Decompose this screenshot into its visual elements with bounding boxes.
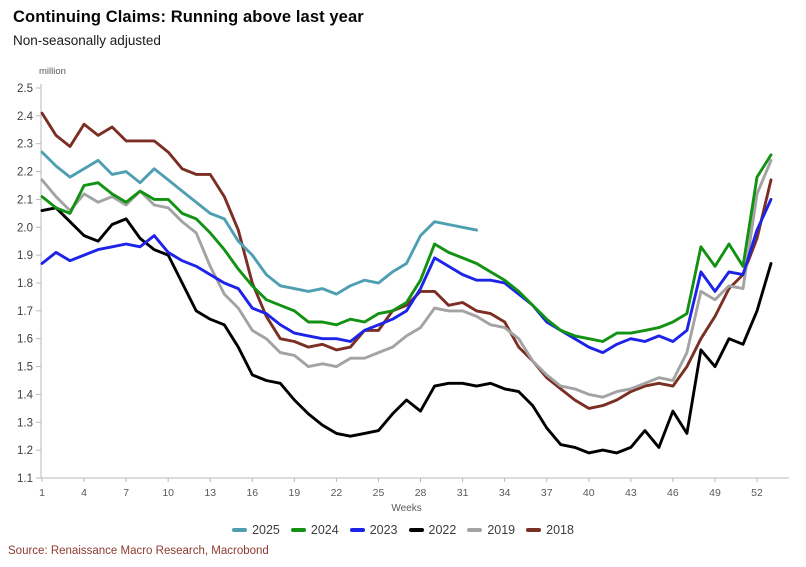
legend-swatch-2024 [290, 528, 306, 532]
y-axis-unit-label: million [39, 66, 66, 77]
legend-item-2019: 2019 [467, 523, 515, 537]
legend-item-2022: 2022 [408, 523, 457, 537]
y-tick-label: 2.4 [17, 111, 34, 123]
x-tick-label: 10 [162, 487, 174, 499]
series-line-2024 [40, 153, 773, 343]
y-tick-label: 1.8 [17, 278, 33, 290]
y-tick-label: 1.1 [17, 473, 33, 485]
x-tick-label: 25 [373, 487, 385, 499]
series-line-2023 [40, 197, 773, 355]
y-tick-label: 1.6 [17, 334, 33, 346]
x-tick-label: 22 [331, 487, 343, 499]
x-tick-label: 28 [415, 487, 427, 499]
x-tick-label: 34 [499, 487, 511, 499]
y-tick-label: 1.2 [17, 445, 33, 457]
x-axis-label: Weeks [391, 503, 421, 514]
y-tick-label: 2.1 [17, 194, 33, 206]
x-tick-label: 4 [81, 487, 87, 499]
legend-item-2023: 2023 [349, 523, 398, 537]
chart-legend: 2025 2024 2023 2022 2019 2018 [0, 523, 806, 537]
legend-swatch-2023 [349, 528, 365, 532]
legend-swatch-2025 [232, 528, 248, 532]
x-tick-label: 19 [289, 487, 301, 499]
x-tick-label: 49 [709, 487, 721, 499]
x-tick-label: 16 [246, 487, 258, 499]
page-title: Continuing Claims: Running above last ye… [13, 8, 364, 26]
legend-label-2023: 2023 [369, 523, 398, 537]
x-tick-label: 13 [204, 487, 216, 499]
y-tick-label: 1.4 [17, 389, 34, 401]
y-tick-label: 1.7 [17, 306, 33, 318]
series-line-2025 [40, 150, 479, 296]
legend-item-2025: 2025 [232, 523, 280, 537]
series-line-2018 [40, 111, 773, 410]
x-tick-label: 7 [123, 487, 129, 499]
legend-label-2022: 2022 [428, 523, 457, 537]
x-tick-label: 52 [751, 487, 763, 499]
series-line-2022 [40, 206, 773, 455]
legend-item-2024: 2024 [290, 523, 339, 537]
legend-swatch-2022 [408, 528, 424, 532]
legend-label-2024: 2024 [310, 523, 339, 537]
x-tick-label: 1 [39, 487, 45, 499]
legend-label-2019: 2019 [487, 523, 516, 537]
legend-item-2018: 2018 [526, 523, 574, 537]
y-tick-label: 2.5 [17, 83, 33, 95]
y-tick-label: 1.9 [17, 250, 33, 262]
source-attribution: Source: Renaissance Macro Research, Macr… [8, 545, 269, 557]
x-tick-label: 31 [457, 487, 469, 499]
legend-swatch-2018 [526, 528, 542, 532]
chart-subtitle: Non-seasonally adjusted [13, 33, 161, 48]
legend-label-2025: 2025 [252, 523, 280, 537]
series-line-2019 [40, 158, 773, 399]
y-tick-label: 1.3 [17, 417, 33, 429]
y-tick-label: 2.2 [17, 167, 33, 179]
x-tick-label: 37 [541, 487, 553, 499]
legend-label-2018: 2018 [546, 523, 574, 537]
x-tick-label: 43 [625, 487, 637, 499]
y-tick-label: 2.0 [17, 222, 33, 234]
y-tick-label: 2.3 [17, 139, 33, 151]
y-tick-label: 1.5 [17, 362, 33, 374]
x-tick-label: 40 [583, 487, 595, 499]
x-tick-label: 46 [667, 487, 679, 499]
legend-swatch-2019 [467, 528, 483, 532]
